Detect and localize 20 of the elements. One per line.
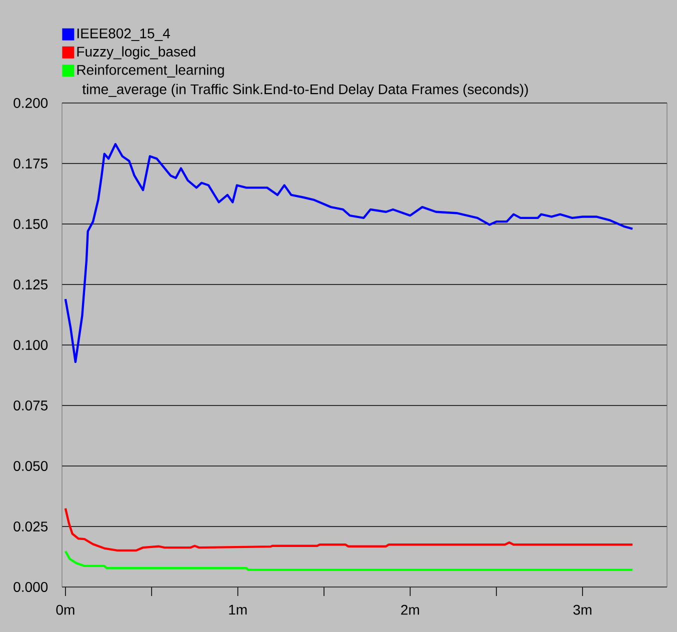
y-tick-label: 0.175 — [14, 158, 48, 168]
y-tick-label: 0.100 — [14, 340, 48, 350]
chart-title: time_average (in Traffic Sink.End-to-End Delay Data Frames (seconds)) — [82, 84, 528, 97]
x-tick-label: 1m — [229, 604, 247, 614]
y-tick-label: 0.050 — [14, 461, 48, 471]
y-tick-label: 0.000 — [14, 582, 48, 592]
y-tick-label: 0.125 — [14, 280, 48, 290]
legend-label: Fuzzy_logic_based — [77, 46, 196, 60]
y-tick-label: 0.025 — [14, 522, 48, 532]
y-tick-label: 0.075 — [14, 400, 48, 410]
legend-label: Reinforcement_learning — [77, 64, 224, 78]
line-series — [64, 507, 634, 552]
legend-label: IEEE802_15_4 — [77, 28, 170, 41]
x-tick-label: 2m — [401, 604, 419, 615]
line-series — [64, 550, 634, 571]
x-tick-label: 0m — [56, 604, 74, 615]
line-series — [64, 143, 634, 364]
y-tick-label: 0.200 — [14, 98, 48, 108]
y-tick-label: 0.150 — [14, 219, 48, 229]
x-tick-label: 3m — [573, 604, 592, 615]
